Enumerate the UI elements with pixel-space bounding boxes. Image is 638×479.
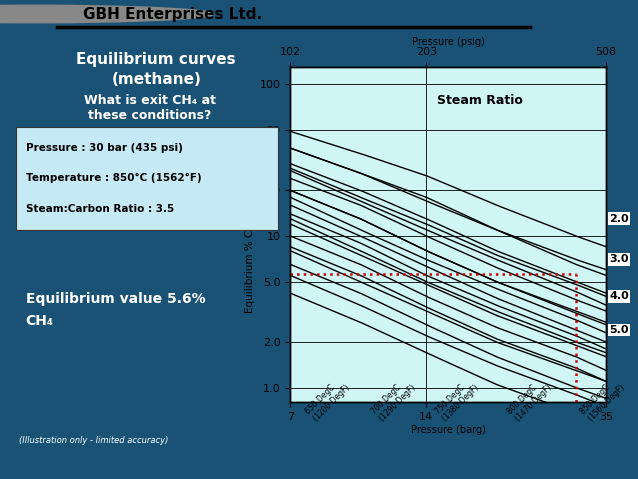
Text: Pressure : 30 bar (435 psi): Pressure : 30 bar (435 psi) xyxy=(26,143,183,152)
Text: 2.0: 2.0 xyxy=(609,214,629,224)
Text: Equilibrium value 5.6%: Equilibrium value 5.6% xyxy=(26,292,205,307)
Text: 4.0: 4.0 xyxy=(609,291,629,301)
Text: 700 DegC
(1290 DegF): 700 DegC (1290 DegF) xyxy=(370,376,417,423)
X-axis label: Pressure (barg): Pressure (barg) xyxy=(411,425,486,435)
Text: CH₄: CH₄ xyxy=(26,314,54,328)
Text: 750 DegC
(1380 DegF): 750 DegC (1380 DegF) xyxy=(433,376,480,423)
X-axis label: Pressure (psig): Pressure (psig) xyxy=(412,36,485,46)
Text: (methane): (methane) xyxy=(112,71,201,87)
Y-axis label: Equilibrium % CH4 (dry basis): Equilibrium % CH4 (dry basis) xyxy=(246,157,255,313)
Text: 650 DegC
(1200 DegF): 650 DegC (1200 DegF) xyxy=(304,376,351,423)
Text: Temperature : 850°C (1562°F): Temperature : 850°C (1562°F) xyxy=(26,173,202,183)
Text: Steam:Carbon Ratio : 3.5: Steam:Carbon Ratio : 3.5 xyxy=(26,205,175,214)
Text: (Illustration only - limited accuracy): (Illustration only - limited accuracy) xyxy=(19,436,168,445)
Text: GBH Enterprises Ltd.: GBH Enterprises Ltd. xyxy=(83,7,262,22)
Text: 5.0: 5.0 xyxy=(609,325,629,335)
Text: 850 DegC
(1560 DegF): 850 DegC (1560 DegF) xyxy=(579,376,627,423)
Text: 800 DegC
(1470 DegF): 800 DegC (1470 DegF) xyxy=(506,376,553,423)
Text: What is exit CH₄ at
these conditions?: What is exit CH₄ at these conditions? xyxy=(84,94,216,122)
Text: Steam Ratio: Steam Ratio xyxy=(437,94,523,107)
Text: 3.0: 3.0 xyxy=(609,254,629,264)
Text: Equilibrium curves: Equilibrium curves xyxy=(77,52,236,68)
Circle shape xyxy=(0,5,214,23)
